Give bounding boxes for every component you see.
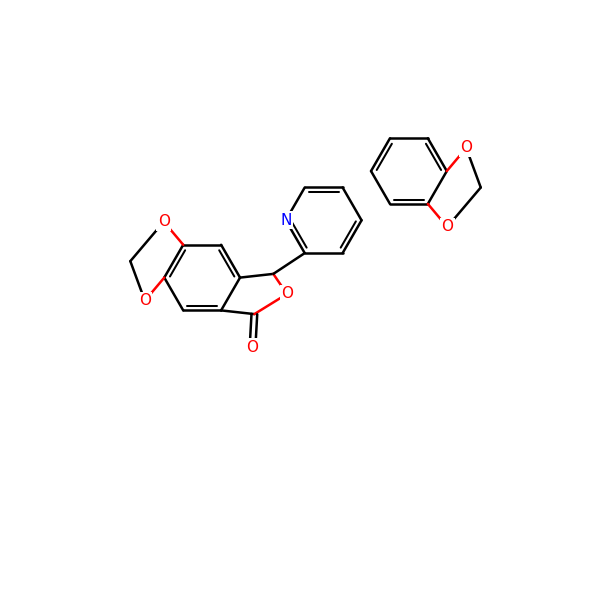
Text: O: O [441,220,453,235]
Text: N: N [280,213,292,228]
Text: O: O [139,293,151,308]
Text: O: O [158,214,170,229]
Text: O: O [460,140,472,155]
Text: O: O [281,286,293,301]
Text: O: O [247,340,259,355]
